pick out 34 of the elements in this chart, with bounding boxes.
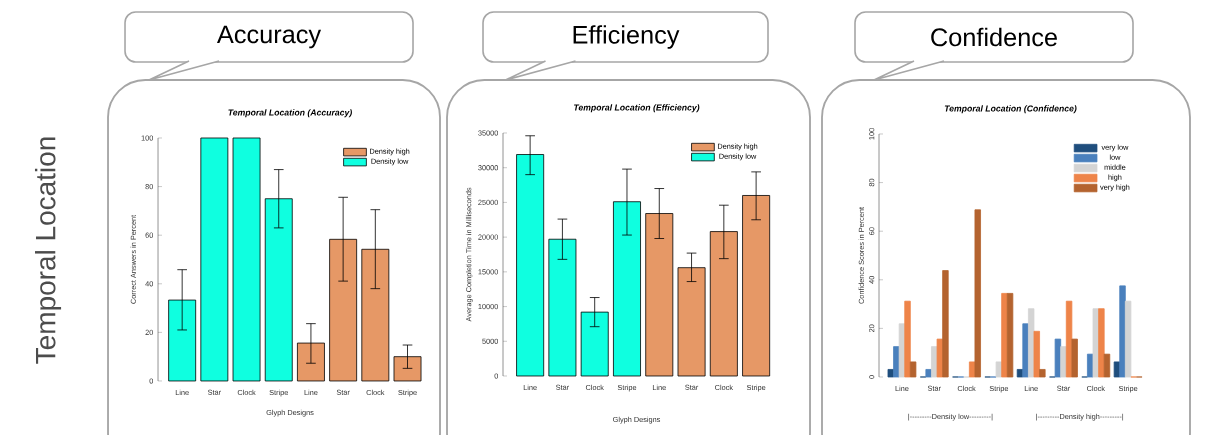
bar [925, 369, 932, 378]
bar [200, 137, 229, 382]
bar [904, 300, 911, 378]
bar [1065, 300, 1073, 378]
bar [942, 270, 949, 378]
text: Accuracy [216, 25, 322, 49]
bar [1054, 338, 1062, 378]
bar [909, 361, 917, 378]
text: Temporal Location [34, 137, 62, 364]
bar [887, 369, 894, 378]
bar [1103, 353, 1111, 378]
bar [1119, 285, 1126, 378]
bar [898, 323, 906, 378]
text: Efficiency [573, 25, 680, 49]
bar [974, 209, 981, 378]
bar [1027, 308, 1035, 378]
bar [1022, 323, 1029, 378]
bar [1039, 369, 1046, 378]
bar [232, 137, 261, 382]
bar [1098, 308, 1105, 378]
bar [1113, 361, 1121, 378]
bar [1033, 330, 1040, 378]
text: Confidence [931, 27, 1057, 47]
bar [1060, 346, 1067, 378]
chart-title: Temporal Location (Accuracy) [228, 109, 352, 118]
bar [1092, 308, 1099, 378]
chart-title: Temporal Location (Confidence) [944, 105, 1077, 114]
bar [995, 361, 1003, 378]
bar [1071, 338, 1078, 378]
bar [1006, 293, 1014, 378]
chart-title: Temporal Location (Efficiency) [574, 104, 700, 113]
bar [1001, 293, 1008, 378]
bar [936, 338, 944, 378]
bar [1124, 300, 1132, 378]
